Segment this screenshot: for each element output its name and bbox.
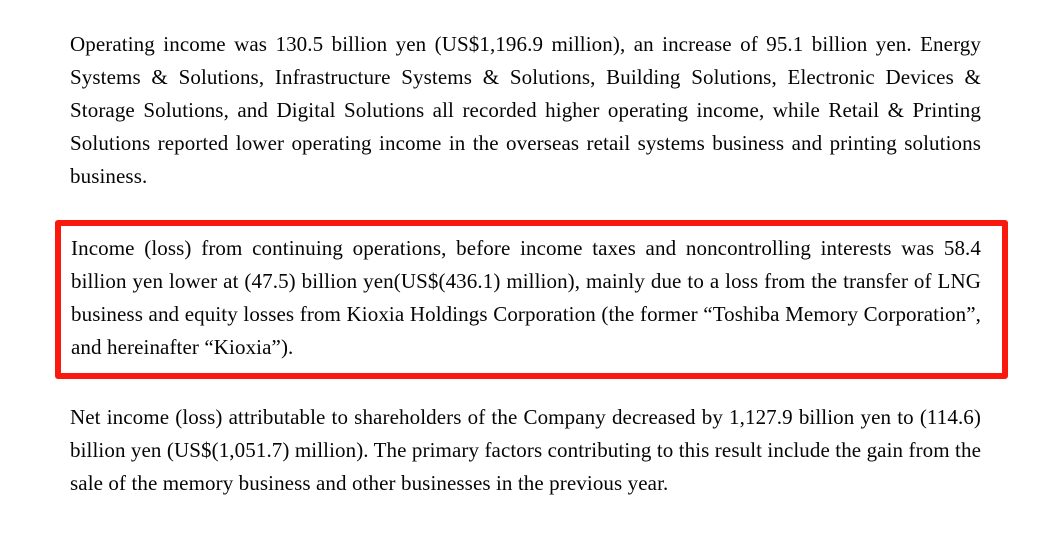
paragraph-income-loss-continuing-operations: Income (loss) from continuing operations… (71, 236, 981, 359)
red-highlight-box: Income (loss) from continuing operations… (55, 220, 1008, 379)
paragraph-operating-income: Operating income was 130.5 billion yen (… (70, 32, 981, 188)
paragraph-net-income-loss: Net income (loss) attributable to shareh… (70, 405, 982, 495)
